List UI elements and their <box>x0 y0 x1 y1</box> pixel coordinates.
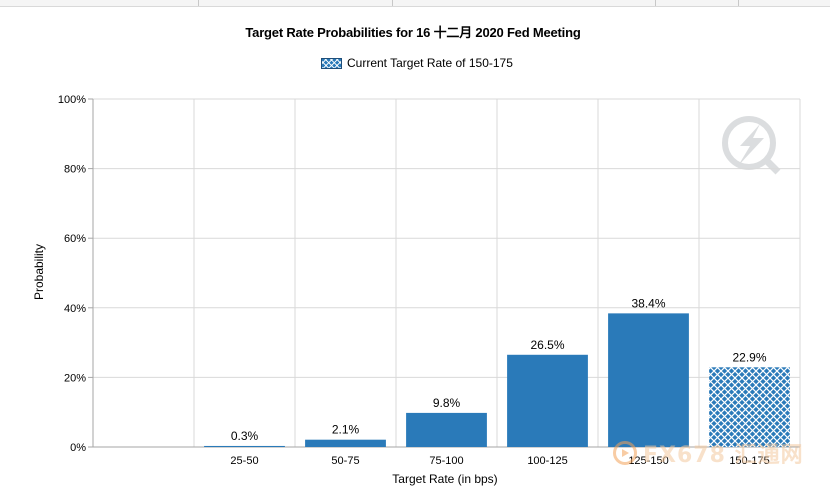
data-label-150-175: 22.9% <box>732 350 766 364</box>
chart-legend: Current Target Rate of 150-175 <box>321 55 513 71</box>
bar-150-175 <box>709 367 790 447</box>
y-tick-label: 80% <box>64 164 86 176</box>
watermark-logo: FX678 汇通网 <box>613 437 804 469</box>
x-tick-label-75-100: 75-100 <box>429 455 463 467</box>
x-tick-label-150-175: 150-175 <box>729 455 769 467</box>
labels: 0% 20% 40% 60% 80% 100% 0.3% 25-50 2.1% 50-75 9.8%… <box>58 94 770 467</box>
y-tick-label: 0% <box>70 442 86 454</box>
x-axis-title: Target Rate (in bps) <box>392 472 497 486</box>
legend-entry-label: Current Target Rate of 150-175 <box>347 56 513 70</box>
top-toolbar-strip <box>0 0 830 7</box>
grid-lines <box>93 98 801 448</box>
chart-title: Target Rate Probabilities for 16 十二月 202… <box>245 25 581 40</box>
data-label-125-150: 38.4% <box>631 296 665 310</box>
x-tick-label-25-50: 25-50 <box>230 455 258 467</box>
toolbar-separator <box>655 0 656 6</box>
legend-swatch-hatched <box>321 57 342 69</box>
bar-25-50 <box>204 445 285 447</box>
toolbar-separator <box>392 0 393 6</box>
data-label-50-75: 2.1% <box>332 423 360 437</box>
bar-50-75 <box>305 439 386 447</box>
bar-100-125 <box>507 354 588 447</box>
axes <box>88 98 800 448</box>
watermark-q-icon <box>722 116 781 175</box>
watermark-play-icon <box>613 441 637 465</box>
bars <box>204 313 790 447</box>
bar-125-150 <box>608 313 689 447</box>
x-tick-label-125-150: 125-150 <box>628 455 668 467</box>
toolbar-separator <box>738 0 739 6</box>
y-axis-title: Probability <box>32 244 46 300</box>
y-tick-label: 20% <box>64 372 86 384</box>
y-tick-label: 40% <box>64 303 86 315</box>
y-tick-label: 60% <box>64 233 86 245</box>
data-label-100-125: 26.5% <box>530 338 564 352</box>
watermark-text: FX678 汇通网 <box>643 443 804 468</box>
y-tick-label: 100% <box>58 94 86 106</box>
x-tick-label-100-125: 100-125 <box>527 455 567 467</box>
toolbar-separator <box>198 0 199 6</box>
x-tick-label-50-75: 50-75 <box>331 455 359 467</box>
bar-75-100 <box>406 412 487 447</box>
data-label-75-100: 9.8% <box>433 396 461 410</box>
data-label-25-50: 0.3% <box>231 429 259 443</box>
